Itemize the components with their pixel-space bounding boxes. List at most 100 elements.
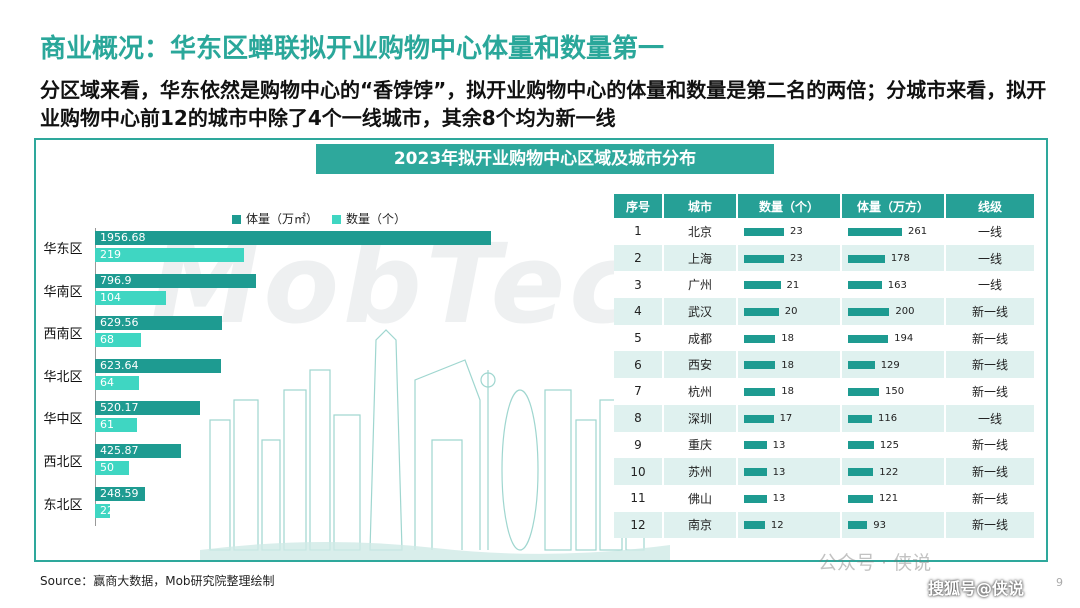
cell-tier: 一线 — [946, 218, 1036, 245]
cell-no: 6 — [614, 351, 664, 379]
legend-label-volume: 体量（万㎡） — [246, 212, 319, 226]
count-mini-bar — [744, 468, 767, 477]
count-value: 18 — [781, 386, 795, 398]
table-row: 6 西安 18 129 新一线 — [614, 351, 1036, 379]
cell-volume: 178 — [842, 244, 946, 272]
volume-mini-bar — [848, 441, 874, 450]
count-mini-bar — [744, 227, 784, 236]
volume-value-label: 520.17 — [100, 401, 139, 415]
volume-mini-bar — [848, 387, 880, 396]
volume-mini-bar — [848, 307, 890, 316]
city-table: 序号 城市 数量（个） 体量（万方） 线级 1 北京 23 261 一线 2 上海 23 178… — [614, 194, 1036, 539]
volume-value: 121 — [879, 493, 899, 505]
table-row: 1 北京 23 261 一线 — [614, 218, 1036, 245]
table-row: 3 广州 21 163 一线 — [614, 271, 1036, 299]
col-header-count: 数量（个） — [738, 194, 842, 218]
volume-bar — [95, 358, 222, 373]
cell-volume: 125 — [842, 431, 946, 459]
count-bar — [95, 375, 139, 390]
cell-city: 成都 — [664, 324, 738, 352]
col-header-city: 城市 — [664, 194, 738, 218]
volume-mini-bar — [848, 227, 902, 236]
cell-volume: 116 — [842, 404, 946, 432]
legend-item-count: 数量（个） — [332, 210, 406, 227]
volume-value: 200 — [895, 306, 915, 318]
table-row: 11 佛山 13 121 新一线 — [614, 484, 1036, 512]
volume-mini-bar — [848, 334, 889, 343]
legend-swatch-volume — [232, 215, 241, 224]
count-mini-bar — [744, 281, 781, 290]
cell-volume: 129 — [842, 351, 946, 379]
count-value: 21 — [786, 279, 800, 291]
cell-tier: 新一线 — [946, 431, 1036, 459]
count-mini-bar — [744, 494, 767, 503]
cell-count: 21 — [738, 271, 842, 299]
cell-city: 佛山 — [664, 484, 738, 512]
count-value-label: 219 — [100, 248, 121, 261]
cell-no: 7 — [614, 378, 664, 405]
chart-banner: 2023年拟开业购物中心区域及城市分布 — [316, 144, 774, 174]
col-header-volume: 体量（万方） — [842, 194, 946, 218]
page-title: 商业概况：华东区蝉联拟开业购物中心体量和数量第一 — [40, 34, 665, 64]
cell-volume: 121 — [842, 484, 946, 512]
cell-no: 11 — [614, 484, 664, 512]
volume-bar — [95, 401, 201, 416]
region-row: 华中区 520.17 61 — [38, 398, 508, 434]
volume-bar — [95, 444, 182, 458]
col-header-tier: 线级 — [946, 194, 1036, 218]
volume-value: 129 — [880, 359, 900, 371]
count-value-label: 68 — [100, 333, 114, 347]
sohu-watermark: 搜狐号@侠说 — [928, 579, 1025, 598]
table-row: 8 深圳 17 116 一线 — [614, 404, 1036, 432]
volume-value-label: 425.87 — [100, 444, 139, 457]
cell-no: 2 — [614, 244, 664, 272]
table-row: 5 成都 18 194 新一线 — [614, 324, 1036, 352]
cell-tier: 新一线 — [946, 324, 1036, 352]
region-label: 东北区 — [43, 497, 83, 513]
cell-count: 18 — [738, 324, 842, 352]
cell-tier: 新一线 — [946, 511, 1036, 539]
count-bar — [95, 503, 110, 518]
count-value: 23 — [790, 226, 803, 238]
region-row: 华北区 623.64 64 — [38, 356, 508, 392]
cell-tier: 新一线 — [946, 484, 1036, 512]
cell-tier: 一线 — [946, 244, 1036, 272]
volume-value: 261 — [908, 226, 928, 238]
volume-bar — [95, 316, 223, 331]
count-value: 20 — [784, 306, 798, 318]
volume-value: 194 — [894, 333, 914, 345]
count-value: 13 — [772, 466, 786, 478]
cell-count: 13 — [738, 431, 842, 459]
count-value-label: 104 — [100, 290, 121, 304]
cell-tier: 新一线 — [946, 298, 1036, 325]
volume-value-label: 1956.68 — [100, 231, 146, 244]
region-label: 西南区 — [43, 327, 83, 343]
cell-tier: 一线 — [946, 271, 1036, 299]
cell-no: 12 — [614, 511, 664, 539]
cell-city: 武汉 — [664, 298, 738, 325]
cell-tier: 新一线 — [946, 458, 1036, 485]
volume-mini-bar — [848, 281, 882, 290]
volume-bar — [95, 231, 491, 245]
col-header-no: 序号 — [614, 194, 664, 218]
cell-volume: 200 — [842, 298, 946, 325]
region-bar-chart: 华东区 1956.68 219 华南区 796.9 104 西南区 629.56 68 华北区 62… — [38, 228, 508, 528]
count-mini-bar — [744, 414, 774, 423]
cell-count: 23 — [738, 244, 842, 272]
chart-legend: 体量（万㎡） 数量（个） — [232, 210, 406, 227]
cell-count: 23 — [738, 218, 842, 245]
wechat-watermark: 公众号 · 侠说 — [818, 552, 932, 574]
region-row: 华东区 1956.68 219 — [38, 228, 508, 264]
count-mini-bar — [744, 441, 767, 450]
volume-mini-bar — [848, 254, 885, 263]
volume-bar — [95, 486, 146, 501]
region-label: 华南区 — [43, 284, 83, 300]
count-bar — [95, 333, 142, 348]
cell-tier: 新一线 — [946, 351, 1036, 379]
count-value-label: 22 — [100, 503, 114, 517]
cell-volume: 122 — [842, 458, 946, 485]
cell-tier: 一线 — [946, 404, 1036, 432]
cell-count: 17 — [738, 404, 842, 432]
count-bar — [95, 461, 130, 475]
table-row: 7 杭州 18 150 新一线 — [614, 378, 1036, 405]
